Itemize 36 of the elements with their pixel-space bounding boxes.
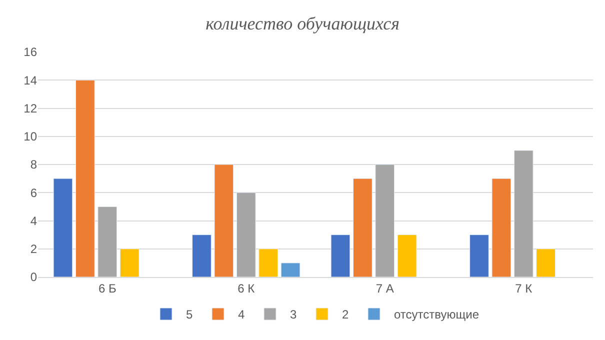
y-tick-label: 16 <box>24 45 38 60</box>
x-tick-label: 7 К <box>515 281 532 296</box>
bar <box>536 248 556 277</box>
chart-title: количество обучающихся <box>206 14 400 34</box>
bar <box>53 178 73 277</box>
bar <box>470 234 489 277</box>
y-tick-label: 6 <box>30 186 38 200</box>
bar <box>280 262 300 277</box>
legend-label: 5 <box>186 308 193 322</box>
y-tick-label: 2 <box>30 242 38 256</box>
legend-label: 2 <box>342 308 349 322</box>
legend-label: отсутствующие <box>394 308 480 322</box>
y-tick-label: 4 <box>30 214 38 228</box>
bar <box>492 178 512 277</box>
bar <box>98 206 118 277</box>
y-tick-label: 14 <box>24 73 38 88</box>
bar <box>397 234 417 277</box>
bar <box>120 248 140 277</box>
bar <box>214 164 234 277</box>
x-tick-label: 6 Б <box>98 281 116 296</box>
y-tick-label: 0 <box>30 270 38 284</box>
bar <box>258 248 278 277</box>
y-tick-label: 10 <box>24 130 38 144</box>
y-tick-label: 12 <box>24 101 38 116</box>
bar <box>192 234 212 277</box>
bar <box>75 80 95 277</box>
bar <box>352 178 372 277</box>
bar <box>514 150 534 277</box>
legend-label: 3 <box>290 308 297 322</box>
bar <box>375 164 395 277</box>
y-tick-label: 8 <box>30 158 38 172</box>
bar <box>236 192 256 277</box>
bar <box>330 234 350 277</box>
x-tick-label: 7 А <box>376 281 394 296</box>
x-tick-label: 6 К <box>238 281 255 296</box>
legend-label: 4 <box>238 308 245 322</box>
